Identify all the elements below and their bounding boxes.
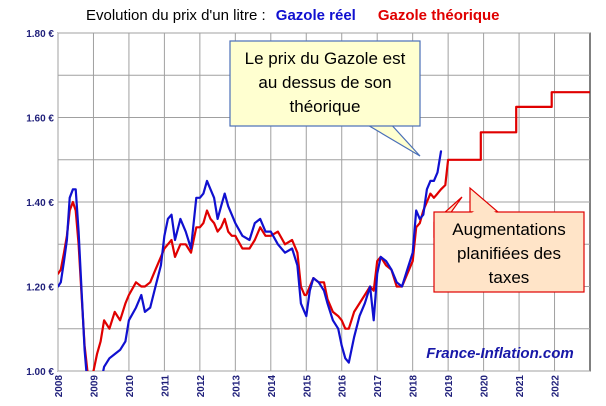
x-tick-label: 2020 — [480, 375, 491, 398]
callout-taxes: Augmentations planifiées des taxes — [433, 186, 585, 293]
callout-prix-line-1: Le prix du Gazole est — [245, 49, 406, 68]
x-tick-label: 2015 — [302, 375, 313, 398]
y-axis: 1.00 € 1.20 € 1.40 € 1.60 € 1.80 € — [26, 29, 54, 378]
x-tick-label: 2011 — [160, 375, 171, 397]
grid-lines — [57, 32, 590, 372]
x-tick-label: 2008 — [54, 375, 65, 398]
x-tick-label: 2012 — [196, 375, 207, 398]
legend-gazole-theorique: Gazole théorique — [378, 7, 500, 24]
x-tick-label: 2021 — [515, 375, 526, 398]
callout-taxes-box — [433, 211, 585, 293]
series-line-gazole-reel — [58, 150, 443, 371]
x-tick-label: 2016 — [338, 375, 349, 398]
x-tick-label: 2019 — [444, 375, 455, 398]
x-tick-label: 2014 — [267, 375, 278, 398]
x-tick-label: 2010 — [125, 375, 136, 398]
series-line-gazole-theorique — [58, 91, 590, 371]
x-tick-label: 2022 — [551, 375, 562, 398]
x-tick-label: 2009 — [89, 375, 100, 398]
watermark: France-Inflation.com — [426, 345, 574, 362]
x-tick-label: 2018 — [409, 375, 420, 398]
chart-title: Evolution du prix d'un litre : Gazole ré… — [86, 7, 500, 24]
callout-taxes-line-3: taxes — [489, 268, 530, 287]
chart-title-prefix: Evolution du prix d'un litre : — [86, 7, 270, 24]
callout-taxes-line-1: Augmentations — [452, 220, 565, 239]
x-axis: 2008 2009 2010 2011 2012 2013 2014 2015 2016 2017… — [54, 375, 562, 398]
callout-prix-line-3: théorique — [290, 97, 361, 116]
callout-prix-line-2: au dessus de son — [258, 73, 391, 92]
series-layer — [58, 91, 590, 371]
y-tick-label: 1.00 € — [26, 367, 54, 378]
x-tick-label: 2013 — [231, 375, 242, 398]
legend-gazole-reel: Gazole réel — [276, 7, 356, 24]
y-tick-label: 1.40 € — [26, 198, 54, 209]
callout-prix-box — [229, 40, 421, 127]
y-tick-label: 1.60 € — [26, 114, 54, 125]
callout-taxes-line-2: planifiées des — [457, 244, 561, 263]
y-tick-label: 1.20 € — [26, 283, 54, 294]
y-tick-label: 1.80 € — [26, 29, 54, 40]
x-tick-label: 2017 — [373, 375, 384, 398]
callout-prix: Le prix du Gazole est au dessus de son t… — [229, 40, 421, 157]
